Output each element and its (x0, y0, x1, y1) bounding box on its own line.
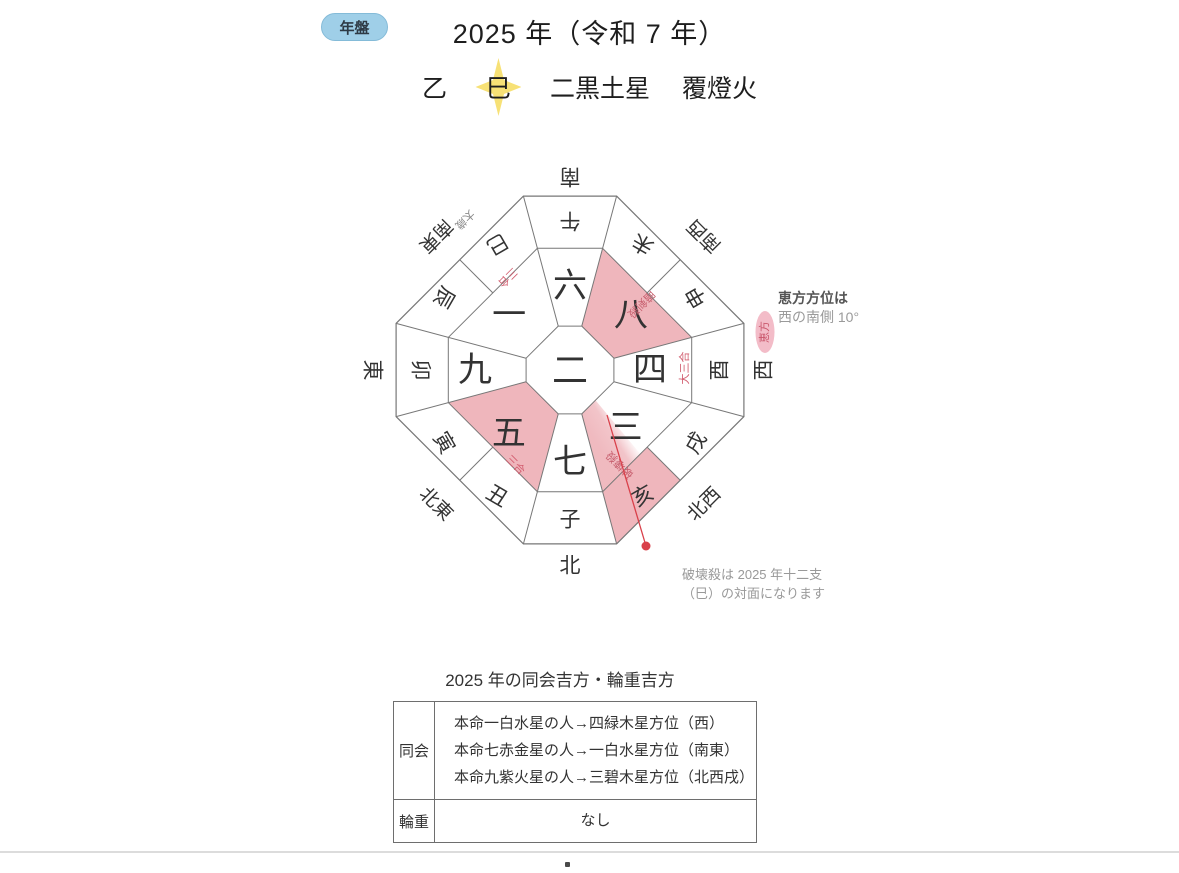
number-cell-label: 八 (614, 296, 648, 334)
table-row: 輪重 なし (394, 799, 756, 842)
number-cell-label: 四 (633, 351, 667, 389)
fortune-table: 同会 本命一白水星の人→四緑木星方位（西） 本命七赤金星の人→一白水星方位（南東… (393, 701, 757, 843)
eho-badge-label: 恵方 (757, 321, 771, 343)
zodiac-branch: 巳 (485, 75, 511, 103)
table-row: 同会 本命一白水星の人→四緑木星方位（西） 本命七赤金星の人→一白水星方位（南東… (394, 702, 756, 799)
zodiac-divider (646, 259, 681, 294)
number-cell-label: 五 (492, 414, 526, 452)
radial-line (581, 196, 618, 327)
table-line: 本命七赤金星の人→一白水星方位（南東） (454, 742, 740, 759)
row-content: なし (435, 800, 756, 842)
direction-label: 西 (753, 360, 776, 381)
row-content: 本命一白水星の人→四緑木星方位（西） 本命七赤金星の人→一白水星方位（南東） 本… (435, 702, 756, 799)
hakai-annotation-line1: 破壊殺は 2025 年十二支 (682, 567, 823, 582)
zodiac-divider (459, 259, 494, 294)
year-attributes-line: 乙 巳 二黒土星 覆燈火 (0, 64, 1179, 110)
table-line: 本命九紫火星の人→三碧木星方位（北西戌） (454, 769, 755, 786)
table-line: なし (580, 812, 611, 829)
year-board-badge: 年盤 (321, 13, 388, 41)
direction-chart: 二六八四三七五九一午未申酉戌亥子丑寅卯辰巳南南西西北西北北東東南東太歳三合暗剣殺… (361, 165, 776, 578)
hakai-annotation: 破壊殺は 2025 年十二支 （巳）の対面になります (682, 565, 825, 603)
heavenly-stem: 乙 (421, 75, 447, 103)
zodiac-divider (459, 446, 494, 481)
row-header: 輪重 (394, 800, 435, 842)
number-cell-label: 九 (458, 351, 492, 389)
table-line: 本命一白水星の人→四緑木星方位（西） (454, 715, 725, 732)
pink-zodiac-cell (602, 447, 681, 544)
zodiac-label: 子 (560, 509, 581, 532)
radial-line (396, 322, 527, 359)
number-cell-label: 六 (553, 267, 587, 305)
center-octagon (525, 325, 615, 415)
eho-annotation: 恵方方位は 西の南側 10° (778, 289, 859, 327)
direction-label: 北 (560, 555, 581, 578)
zodiac-label: 酉 (709, 360, 732, 381)
number-cell-label: 七 (553, 443, 587, 481)
radial-line (396, 381, 527, 418)
radial-line (522, 413, 559, 544)
hakai-pointer-dot (641, 541, 651, 551)
direction-label: 東 (361, 360, 384, 381)
zodiac-label: 午 (560, 209, 581, 232)
zodiac-branch-highlight: 巳 (479, 64, 518, 110)
eho-annotation-title: 恵方方位は (778, 290, 848, 306)
row-header: 同会 (394, 702, 435, 799)
pink-sector (581, 248, 692, 359)
direction-label: 南東 (415, 215, 457, 257)
nattin-name: 覆燈火 (682, 75, 758, 103)
pink-sector (448, 381, 559, 492)
direction-label: 北東 (415, 483, 457, 525)
direction-label: 北西 (683, 483, 725, 525)
page-title: 2025 年（令和 7 年） (452, 19, 727, 49)
zodiac-divider (646, 446, 681, 481)
direction-label: 南 (560, 165, 581, 188)
outer-octagon (395, 195, 745, 545)
zodiac-label: 卯 (409, 360, 432, 381)
eho-annotation-body: 西の南側 10° (778, 309, 860, 325)
number-cell-label: 三 (609, 409, 643, 447)
radial-line (522, 196, 559, 327)
hakai-band (581, 400, 641, 492)
radial-line (581, 413, 618, 544)
bottom-divider (0, 851, 1179, 853)
eho-badge (755, 311, 775, 353)
center-number: 二 (552, 350, 588, 391)
middle-octagon (447, 247, 693, 493)
fortune-table-title: 2025 年の同会吉方・輪重吉方 (445, 671, 675, 690)
radial-line (613, 322, 744, 359)
hakai-pointer-line (606, 414, 647, 547)
number-cell-label: 一 (492, 296, 526, 334)
carousel-dot (565, 862, 570, 867)
year-star: 二黒土星 (550, 75, 651, 103)
radial-line (613, 381, 744, 418)
hakai-annotation-line2: （巳）の対面になります (682, 586, 826, 601)
chart-mark: 大三合 (677, 352, 691, 385)
direction-label: 南西 (683, 215, 725, 257)
